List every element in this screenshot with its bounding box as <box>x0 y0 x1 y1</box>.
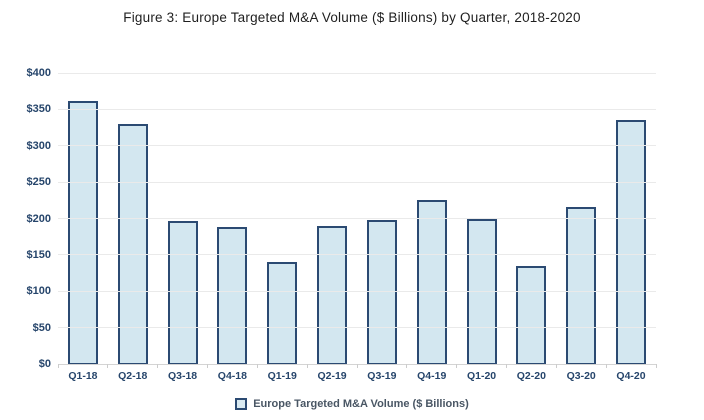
bar-Q1-18 <box>67 101 98 364</box>
bar-Q4-18 <box>217 226 248 364</box>
x-axis-label: Q1-19 <box>267 370 297 382</box>
x-axis-label: Q3-18 <box>167 370 198 382</box>
x-axis-tick <box>456 364 458 368</box>
bar-Q3-19 <box>366 219 397 364</box>
bar-Q1-19 <box>267 262 298 364</box>
x-axis-tick <box>207 364 208 368</box>
x-axis-tick <box>57 364 59 368</box>
x-axis-label: Q3-19 <box>367 370 397 382</box>
x-axis-label: Q2-18 <box>118 370 148 382</box>
y-axis: $400 $350 $300 $250 $200 $150 $100 $50 $0 <box>0 67 58 370</box>
bar-Q4-20 <box>616 119 647 364</box>
bar-Q3-20 <box>566 206 597 364</box>
bar-slot <box>606 73 656 364</box>
y-axis-label: $300 <box>26 139 51 152</box>
chart-title: Figure 3: Europe Targeted M&A Volume ($ … <box>123 10 581 25</box>
gridline <box>58 145 656 147</box>
bar-slot <box>556 73 606 364</box>
x-axis-label: Q4-19 <box>417 370 447 382</box>
x-axis-tick <box>306 364 308 368</box>
legend-label: Europe Targeted M&A Volume ($ Billions) <box>253 398 469 410</box>
x-axis-tick <box>356 364 358 368</box>
legend: Europe Targeted M&A Volume ($ Billions) <box>0 398 704 410</box>
plot-area <box>57 72 657 368</box>
x-axis-label: Q2-19 <box>317 370 347 382</box>
x-axis-label: Q3-20 <box>566 370 596 382</box>
bar-slot <box>108 73 158 364</box>
bar-Q3-18 <box>167 220 198 364</box>
bar-Q4-19 <box>416 199 447 364</box>
y-axis-label: $250 <box>26 176 51 189</box>
y-axis-label: $50 <box>32 321 51 334</box>
x-axis-tick <box>655 364 657 368</box>
bar-Q2-20 <box>516 265 547 364</box>
gridline <box>58 218 656 219</box>
y-axis-label: $0 <box>38 358 51 370</box>
y-axis-label: $200 <box>26 212 51 225</box>
bar-Q2-19 <box>317 225 348 364</box>
x-axis-tick <box>555 364 557 368</box>
y-axis-label: $150 <box>26 248 51 261</box>
y-axis-label: $350 <box>26 103 51 116</box>
y-axis-label: $100 <box>26 285 51 298</box>
bar-slot <box>506 73 556 364</box>
x-axis-tick <box>406 364 408 368</box>
x-axis-tick <box>107 364 109 368</box>
x-axis-tick <box>256 364 258 368</box>
bar-Q2-18 <box>117 123 148 364</box>
x-axis: Q1-18 Q2-18 Q3-18 Q4-18 Q1-19 Q2-19 Q3-19 Q4-19… <box>58 370 656 382</box>
x-axis-label: Q2-20 <box>516 370 546 382</box>
x-axis-tick <box>605 364 607 368</box>
bar-slot <box>257 73 307 364</box>
x-axis-label: Q4-18 <box>217 370 247 382</box>
bar-slot <box>407 73 457 364</box>
legend-swatch-icon <box>235 398 248 410</box>
gridline <box>58 254 656 256</box>
x-axis-label: Q1-18 <box>68 370 98 382</box>
bar-slot <box>307 73 357 364</box>
bar-slot <box>357 73 407 364</box>
gridline <box>58 290 656 292</box>
bar-slot <box>58 73 108 364</box>
gridline <box>58 181 656 183</box>
gridline <box>58 72 656 74</box>
bar-slot <box>158 73 208 364</box>
x-axis-label: Q4-20 <box>616 370 646 382</box>
x-axis-tick <box>506 364 507 368</box>
x-axis-label: Q1-20 <box>466 370 497 382</box>
gridline <box>58 327 656 329</box>
bar-slot <box>207 73 257 364</box>
gridline <box>58 108 656 110</box>
x-axis-tick <box>157 364 159 368</box>
y-axis-label: $400 <box>26 67 51 79</box>
